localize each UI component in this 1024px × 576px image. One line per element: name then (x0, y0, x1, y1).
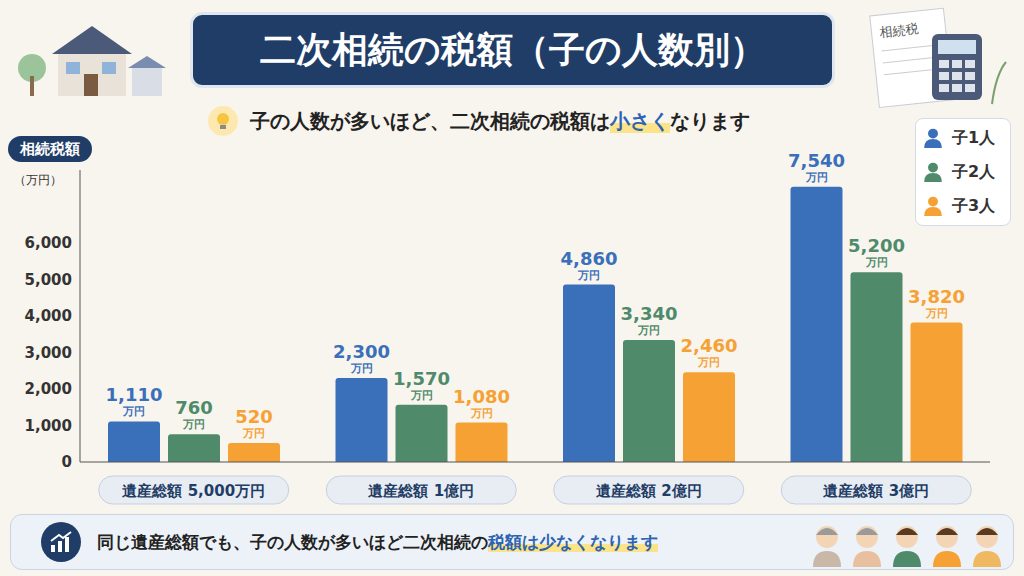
svg-text:万円: 万円 (242, 427, 265, 440)
svg-text:万円: 万円 (637, 324, 660, 337)
html-text:子3人: 子3人 (952, 195, 996, 215)
html-text:子2人: 子2人 (952, 161, 996, 181)
svg-text:3,000: 3,000 (25, 344, 72, 362)
svg-text:1,000: 1,000 (25, 417, 72, 435)
svg-text:2,460: 2,460 (681, 335, 738, 356)
svg-text:万円: 万円 (182, 418, 205, 431)
svg-text:万円: 万円 (697, 356, 720, 369)
svg-text:520: 520 (235, 406, 273, 427)
svg-text:7,540: 7,540 (788, 150, 845, 171)
svg-text:2,000: 2,000 (25, 380, 72, 398)
svg-text:遺産総額 2億円: 遺産総額 2億円 (596, 482, 702, 500)
svg-text:1,080: 1,080 (453, 386, 510, 407)
svg-text:万円: 万円 (410, 389, 433, 402)
svg-text:万円: 万円 (470, 407, 493, 420)
svg-text:遺産総額 1億円: 遺産総額 1億円 (368, 482, 474, 500)
html-text:相続税額: 相続税額 (20, 139, 80, 158)
svg-text:5,200: 5,200 (848, 235, 905, 256)
svg-text:遺産総額 5,000万円: 遺産総額 5,000万円 (122, 482, 265, 500)
svg-text:3,820: 3,820 (908, 286, 965, 307)
svg-text:2,300: 2,300 (333, 341, 390, 362)
svg-text:1,570: 1,570 (393, 368, 450, 389)
svg-text:万円: 万円 (577, 269, 600, 282)
html-text:子1人: 子1人 (952, 127, 996, 147)
svg-text:万円: 万円 (122, 405, 145, 418)
html-text:同じ遺産総額でも、子の人数が多いほど二次相続の税額は少なくな: 同じ遺産総額でも、子の人数が多いほど二次相続の税額は少なくなります (97, 531, 658, 552)
svg-text:1,110: 1,110 (106, 384, 163, 405)
svg-text:相続税: 相続税 (879, 21, 919, 40)
html-text:二次相続の税額（子の人数別）: 二次相続の税額（子の人数別） (259, 28, 766, 70)
svg-text:4,000: 4,000 (25, 307, 72, 325)
svg-text:万円: 万円 (350, 362, 373, 375)
svg-text:0: 0 (62, 453, 72, 471)
svg-text:万円: 万円 (805, 171, 828, 184)
svg-text:760: 760 (175, 397, 213, 418)
html-text:（万円）: （万円） (14, 173, 62, 187)
svg-text:万円: 万円 (925, 307, 948, 320)
svg-text:遺産総額 3億円: 遺産総額 3億円 (823, 482, 929, 500)
html-text:子の人数が多いほど、二次相続の税額は小さくなります: 子の人数が多いほど、二次相続の税額は小さくなります (250, 108, 750, 133)
svg-text:3,340: 3,340 (621, 303, 678, 324)
svg-text:5,000: 5,000 (25, 271, 72, 289)
svg-text:万円: 万円 (865, 256, 888, 269)
svg-text:6,000: 6,000 (25, 234, 72, 252)
svg-text:4,860: 4,860 (561, 248, 618, 269)
